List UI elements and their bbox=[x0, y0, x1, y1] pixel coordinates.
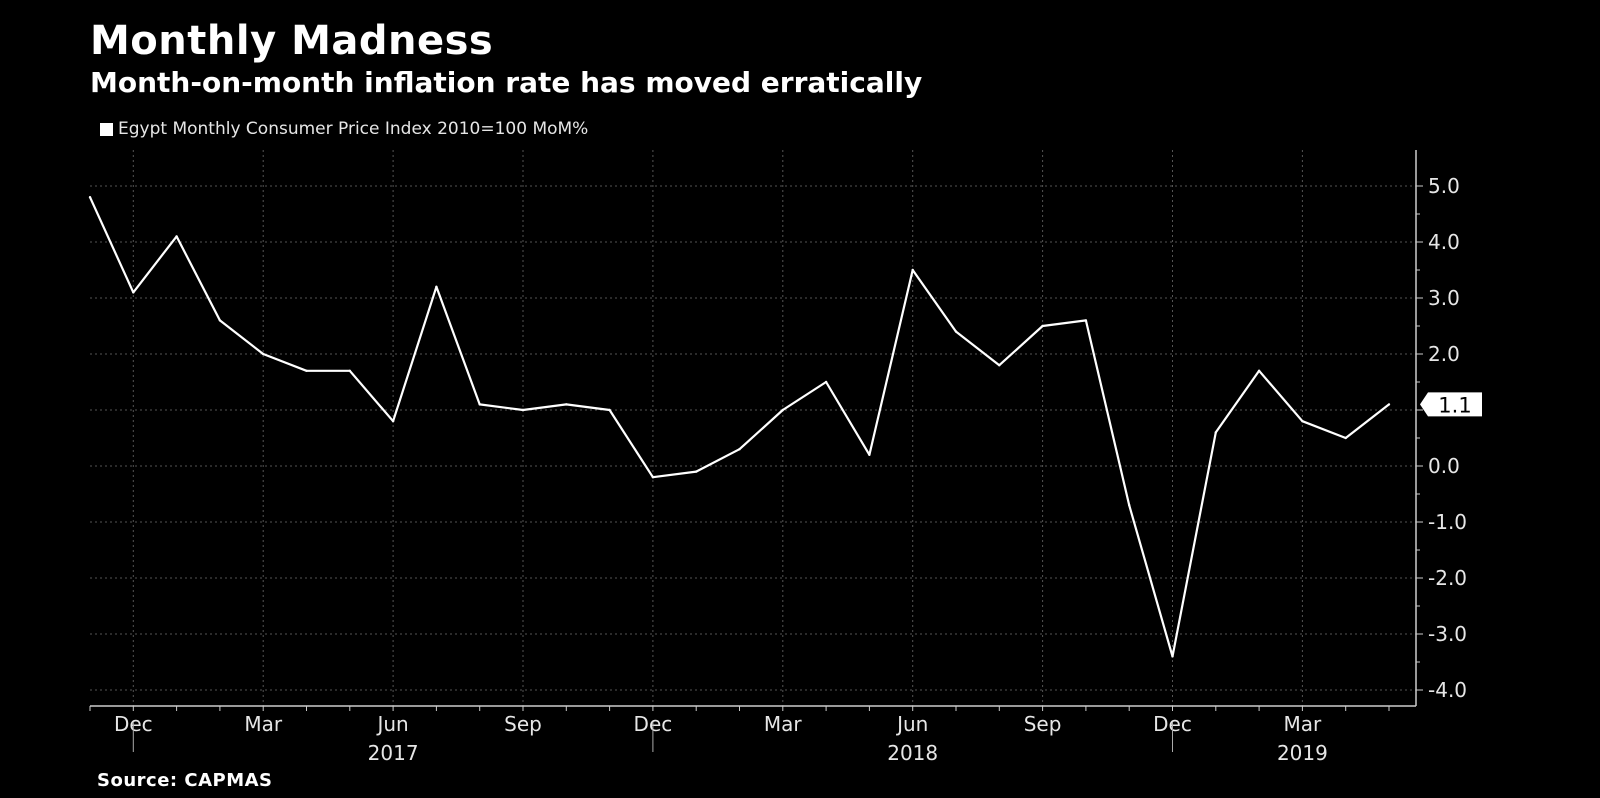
data-point bbox=[781, 408, 784, 412]
y-tick-label: 3.0 bbox=[1428, 286, 1460, 310]
data-point bbox=[262, 352, 265, 356]
data-point bbox=[88, 196, 92, 199]
y-tick-label: -1.0 bbox=[1428, 510, 1467, 534]
data-point bbox=[175, 235, 178, 238]
data-point bbox=[954, 330, 958, 333]
data-point bbox=[824, 380, 828, 384]
last-value-badge bbox=[1420, 392, 1482, 417]
legend: Egypt Monthly Consumer Price Index 2010=… bbox=[100, 119, 588, 139]
data-point bbox=[1171, 655, 1174, 658]
data-point bbox=[1387, 403, 1391, 406]
data-point bbox=[391, 420, 395, 423]
data-point bbox=[1214, 431, 1218, 434]
legend-swatch bbox=[100, 122, 113, 136]
y-tick-label: -3.0 bbox=[1428, 622, 1467, 646]
y-tick-label: -4.0 bbox=[1428, 678, 1467, 702]
y-tick-label: 0.0 bbox=[1428, 454, 1460, 478]
x-tick-label: Jun bbox=[895, 712, 928, 736]
data-point bbox=[218, 319, 222, 322]
data-point bbox=[435, 285, 438, 288]
x-tick-label: Mar bbox=[1284, 712, 1323, 736]
last-value-label: 1.1 bbox=[1438, 393, 1471, 417]
y-tick-label: 2.0 bbox=[1428, 342, 1460, 366]
data-point bbox=[868, 453, 871, 456]
data-point bbox=[911, 268, 914, 272]
data-point bbox=[521, 408, 525, 412]
data-point bbox=[651, 476, 655, 479]
data-point bbox=[1301, 420, 1304, 423]
data-point bbox=[305, 369, 308, 372]
data-point bbox=[1128, 504, 1131, 507]
data-point bbox=[1041, 324, 1044, 328]
chart-subtitle: Month-on-month inflation rate has moved … bbox=[90, 66, 923, 99]
data-point bbox=[695, 470, 698, 473]
data-point bbox=[348, 369, 351, 372]
y-tick-label: -2.0 bbox=[1428, 566, 1467, 590]
year-label: 2017 bbox=[368, 741, 419, 765]
data-point bbox=[478, 403, 481, 406]
y-tick-label: 5.0 bbox=[1428, 174, 1460, 198]
data-point bbox=[1084, 319, 1088, 322]
series-line bbox=[88, 196, 1390, 658]
data-point bbox=[738, 448, 741, 451]
data-point bbox=[608, 408, 611, 412]
x-tick-label: Sep bbox=[504, 712, 542, 736]
year-label: 2019 bbox=[1277, 741, 1328, 765]
data-point bbox=[132, 291, 135, 294]
data-point bbox=[998, 364, 1001, 367]
x-tick-label: Sep bbox=[1024, 712, 1062, 736]
y-tick-label: 4.0 bbox=[1428, 230, 1460, 254]
chart-title: Monthly Madness bbox=[90, 18, 494, 64]
data-point bbox=[565, 403, 568, 406]
source-note: Source: CAPMAS bbox=[97, 770, 273, 791]
x-tick-label: Mar bbox=[244, 712, 283, 736]
x-tick-label: Mar bbox=[764, 712, 803, 736]
data-point bbox=[1257, 369, 1261, 372]
x-tick-label: Jun bbox=[375, 712, 408, 736]
year-label: 2018 bbox=[887, 741, 938, 765]
data-point bbox=[1344, 436, 1347, 440]
legend-label: Egypt Monthly Consumer Price Index 2010=… bbox=[118, 119, 589, 139]
